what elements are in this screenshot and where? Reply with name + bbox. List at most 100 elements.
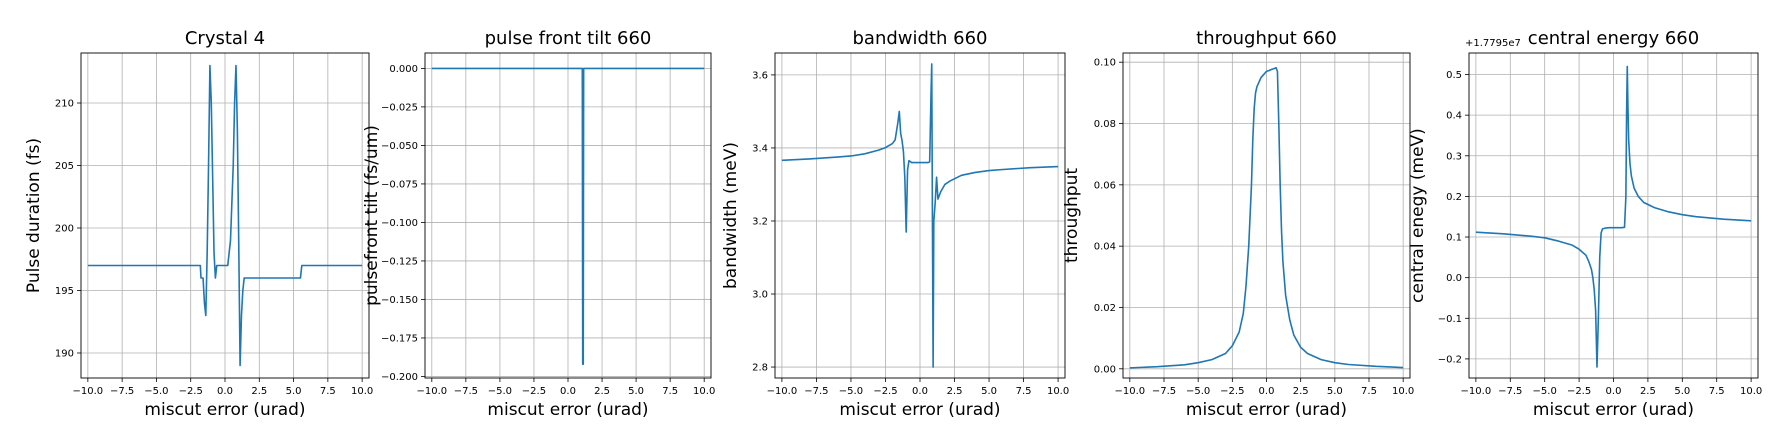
series-line (431, 67, 705, 365)
y-tick-label: 0.08 (1094, 119, 1116, 130)
chart-panel-5: −10.0 −7.5 −5.0 −2.5 0.0 2.5 5.0 7.5 10.0 −0.2 −0.… (1408, 28, 1762, 420)
axes-frame (424, 52, 712, 379)
x-tick-label: −10.0 (1461, 386, 1492, 397)
x-tick-label: −5.0 (1533, 386, 1557, 397)
y-tick-label: 3.0 (752, 290, 768, 301)
x-tick-label: −5.0 (144, 386, 168, 397)
series-line (781, 63, 1059, 368)
y-tick-label: −0.125 (381, 256, 418, 267)
chart-panel-2: −10.0 −7.5 −5.0 −2.5 0.0 2.5 5.0 7.5 10.0 0.000 −0… (362, 28, 715, 420)
chart-panel-1: −10.0 −7.5 −5.0 −2.5 0.0 2.5 5.0 7.5 10.0 190 195 2… (24, 28, 373, 420)
x-tick-label: 7.5 (1361, 386, 1377, 397)
y-tick-label: 3.2 (752, 216, 768, 227)
x-tick-label: −2.5 (522, 386, 546, 397)
y-tick-label: 0.4 (1446, 111, 1462, 122)
x-tick-label: 0.0 (560, 386, 576, 397)
x-tick-label: −10.0 (767, 386, 798, 397)
chart-title: central energy 660 (1528, 28, 1699, 49)
chart-title: throughput 660 (1196, 28, 1337, 49)
axes-frame (774, 52, 1066, 379)
y-tick-label: 200 (55, 224, 74, 235)
x-tick-label: −7.5 (1498, 386, 1522, 397)
x-axis-label: miscut error (urad) (839, 400, 1000, 420)
y-tick-label: 0.1 (1446, 233, 1462, 244)
x-tick-label: 7.5 (662, 386, 678, 397)
x-tick-label: −5.0 (839, 386, 863, 397)
series-line (1475, 65, 1752, 368)
chart-panel-3: −10.0 −7.5 −5.0 −2.5 0.0 2.5 5.0 7.5 10.0 2.8 3.0 3… (721, 28, 1069, 420)
x-axis-label: miscut error (urad) (144, 400, 305, 420)
x-tick-label: 5.0 (628, 386, 644, 397)
y-tick-label: 0.0 (1446, 273, 1462, 284)
x-tick-label: 5.0 (1674, 386, 1690, 397)
x-tick-label: 10.0 (1740, 386, 1762, 397)
x-tick-label: 0.0 (217, 386, 233, 397)
axes-frame (1122, 52, 1411, 379)
x-tick-label: −10.0 (1115, 386, 1146, 397)
series-line (1129, 66, 1404, 369)
y-tick-label: −0.025 (381, 102, 418, 113)
x-tick-label: −10.0 (416, 386, 447, 397)
y-tick-label: 3.6 (752, 70, 768, 81)
x-tick-label: 0.0 (912, 386, 928, 397)
axes-frame (80, 52, 370, 379)
x-tick-label: −7.5 (454, 386, 478, 397)
y-tick-label: 0.000 (389, 64, 418, 75)
chart-title: Crystal 4 (185, 28, 265, 49)
y-axis-label: central enegy (meV) (1408, 128, 1428, 303)
chart-title: pulse front tilt 660 (485, 28, 652, 49)
y-tick-label: 0.06 (1094, 180, 1116, 191)
series-line (87, 64, 363, 367)
x-tick-label: 2.5 (1293, 386, 1309, 397)
x-axis-label: miscut error (urad) (1186, 400, 1347, 420)
y-tick-label: −0.150 (381, 295, 418, 306)
x-tick-label: 10.0 (1047, 386, 1069, 397)
y-tick-label: −0.050 (381, 141, 418, 152)
y-tick-label: −0.2 (1438, 354, 1462, 365)
y-axis-label: throughput (1062, 168, 1082, 263)
x-tick-label: 2.5 (947, 386, 963, 397)
x-tick-label: −7.5 (110, 386, 134, 397)
x-tick-label: 2.5 (1640, 386, 1656, 397)
y-tick-label: 205 (55, 161, 74, 172)
y-tick-label: −0.1 (1438, 314, 1462, 325)
chart-title: bandwidth 660 (853, 28, 988, 49)
y-axis-label: pulsefront tilt (fs/um) (362, 125, 382, 306)
y-tick-label: −0.200 (381, 372, 418, 383)
x-tick-label: −5.0 (488, 386, 512, 397)
y-tick-label: 210 (55, 99, 74, 110)
x-axis-label: miscut error (urad) (487, 400, 648, 420)
x-tick-label: −7.5 (1152, 386, 1176, 397)
x-tick-label: 5.0 (1327, 386, 1343, 397)
axes-frame (1468, 52, 1759, 379)
x-tick-label: −7.5 (804, 386, 828, 397)
y-tick-label: 0.10 (1094, 58, 1116, 69)
x-tick-label: 7.5 (1016, 386, 1032, 397)
x-tick-label: 10.0 (1392, 386, 1414, 397)
y-tick-label: 0.04 (1094, 242, 1116, 253)
y-tick-label: 0.5 (1446, 70, 1462, 81)
x-tick-label: −2.5 (179, 386, 203, 397)
y-tick-label: 2.8 (752, 363, 768, 374)
x-axis-label: miscut error (urad) (1533, 400, 1694, 420)
x-tick-label: 5.0 (286, 386, 302, 397)
axis-offset-text: +1.7795e7 (1465, 38, 1521, 49)
y-tick-label: 0.3 (1446, 151, 1462, 162)
x-tick-label: 0.0 (1606, 386, 1622, 397)
x-tick-label: 10.0 (693, 386, 715, 397)
x-tick-label: 2.5 (251, 386, 267, 397)
y-tick-label: 190 (55, 349, 74, 360)
y-tick-label: −0.075 (381, 179, 418, 190)
y-tick-label: −0.175 (381, 333, 418, 344)
y-tick-label: −0.100 (381, 218, 418, 229)
y-tick-label: 3.4 (752, 143, 768, 154)
x-tick-label: 7.5 (1709, 386, 1725, 397)
x-tick-label: 0.0 (1259, 386, 1275, 397)
x-tick-label: 10.0 (351, 386, 373, 397)
x-tick-label: 2.5 (594, 386, 610, 397)
x-tick-label: 7.5 (320, 386, 336, 397)
x-tick-label: −2.5 (1567, 386, 1591, 397)
y-tick-label: 0.2 (1446, 192, 1462, 203)
y-tick-label: 0.02 (1094, 303, 1116, 314)
